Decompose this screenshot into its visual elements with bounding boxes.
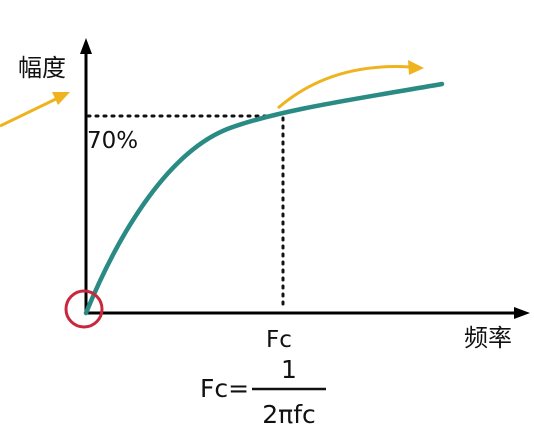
formula-numerator: 1 [281,355,297,384]
left-arrowhead [52,92,70,105]
upper-arrowhead [408,60,424,75]
x-axis-arrowhead [514,307,530,319]
formula-denominator: 2πfc [262,400,316,429]
y-axis-arrowhead [80,38,92,54]
y-axis-label: 幅度 [18,54,66,82]
level-label: 70% [87,128,138,154]
x-axis-label: 频率 [464,324,512,352]
left-arrow-shaft [0,96,59,128]
cutoff-label: Fc [266,327,292,353]
origin-circle [64,289,104,329]
response-curve [83,81,445,316]
upper-arrow-shaft [277,65,411,110]
formula-lhs: Fc= [200,374,249,403]
